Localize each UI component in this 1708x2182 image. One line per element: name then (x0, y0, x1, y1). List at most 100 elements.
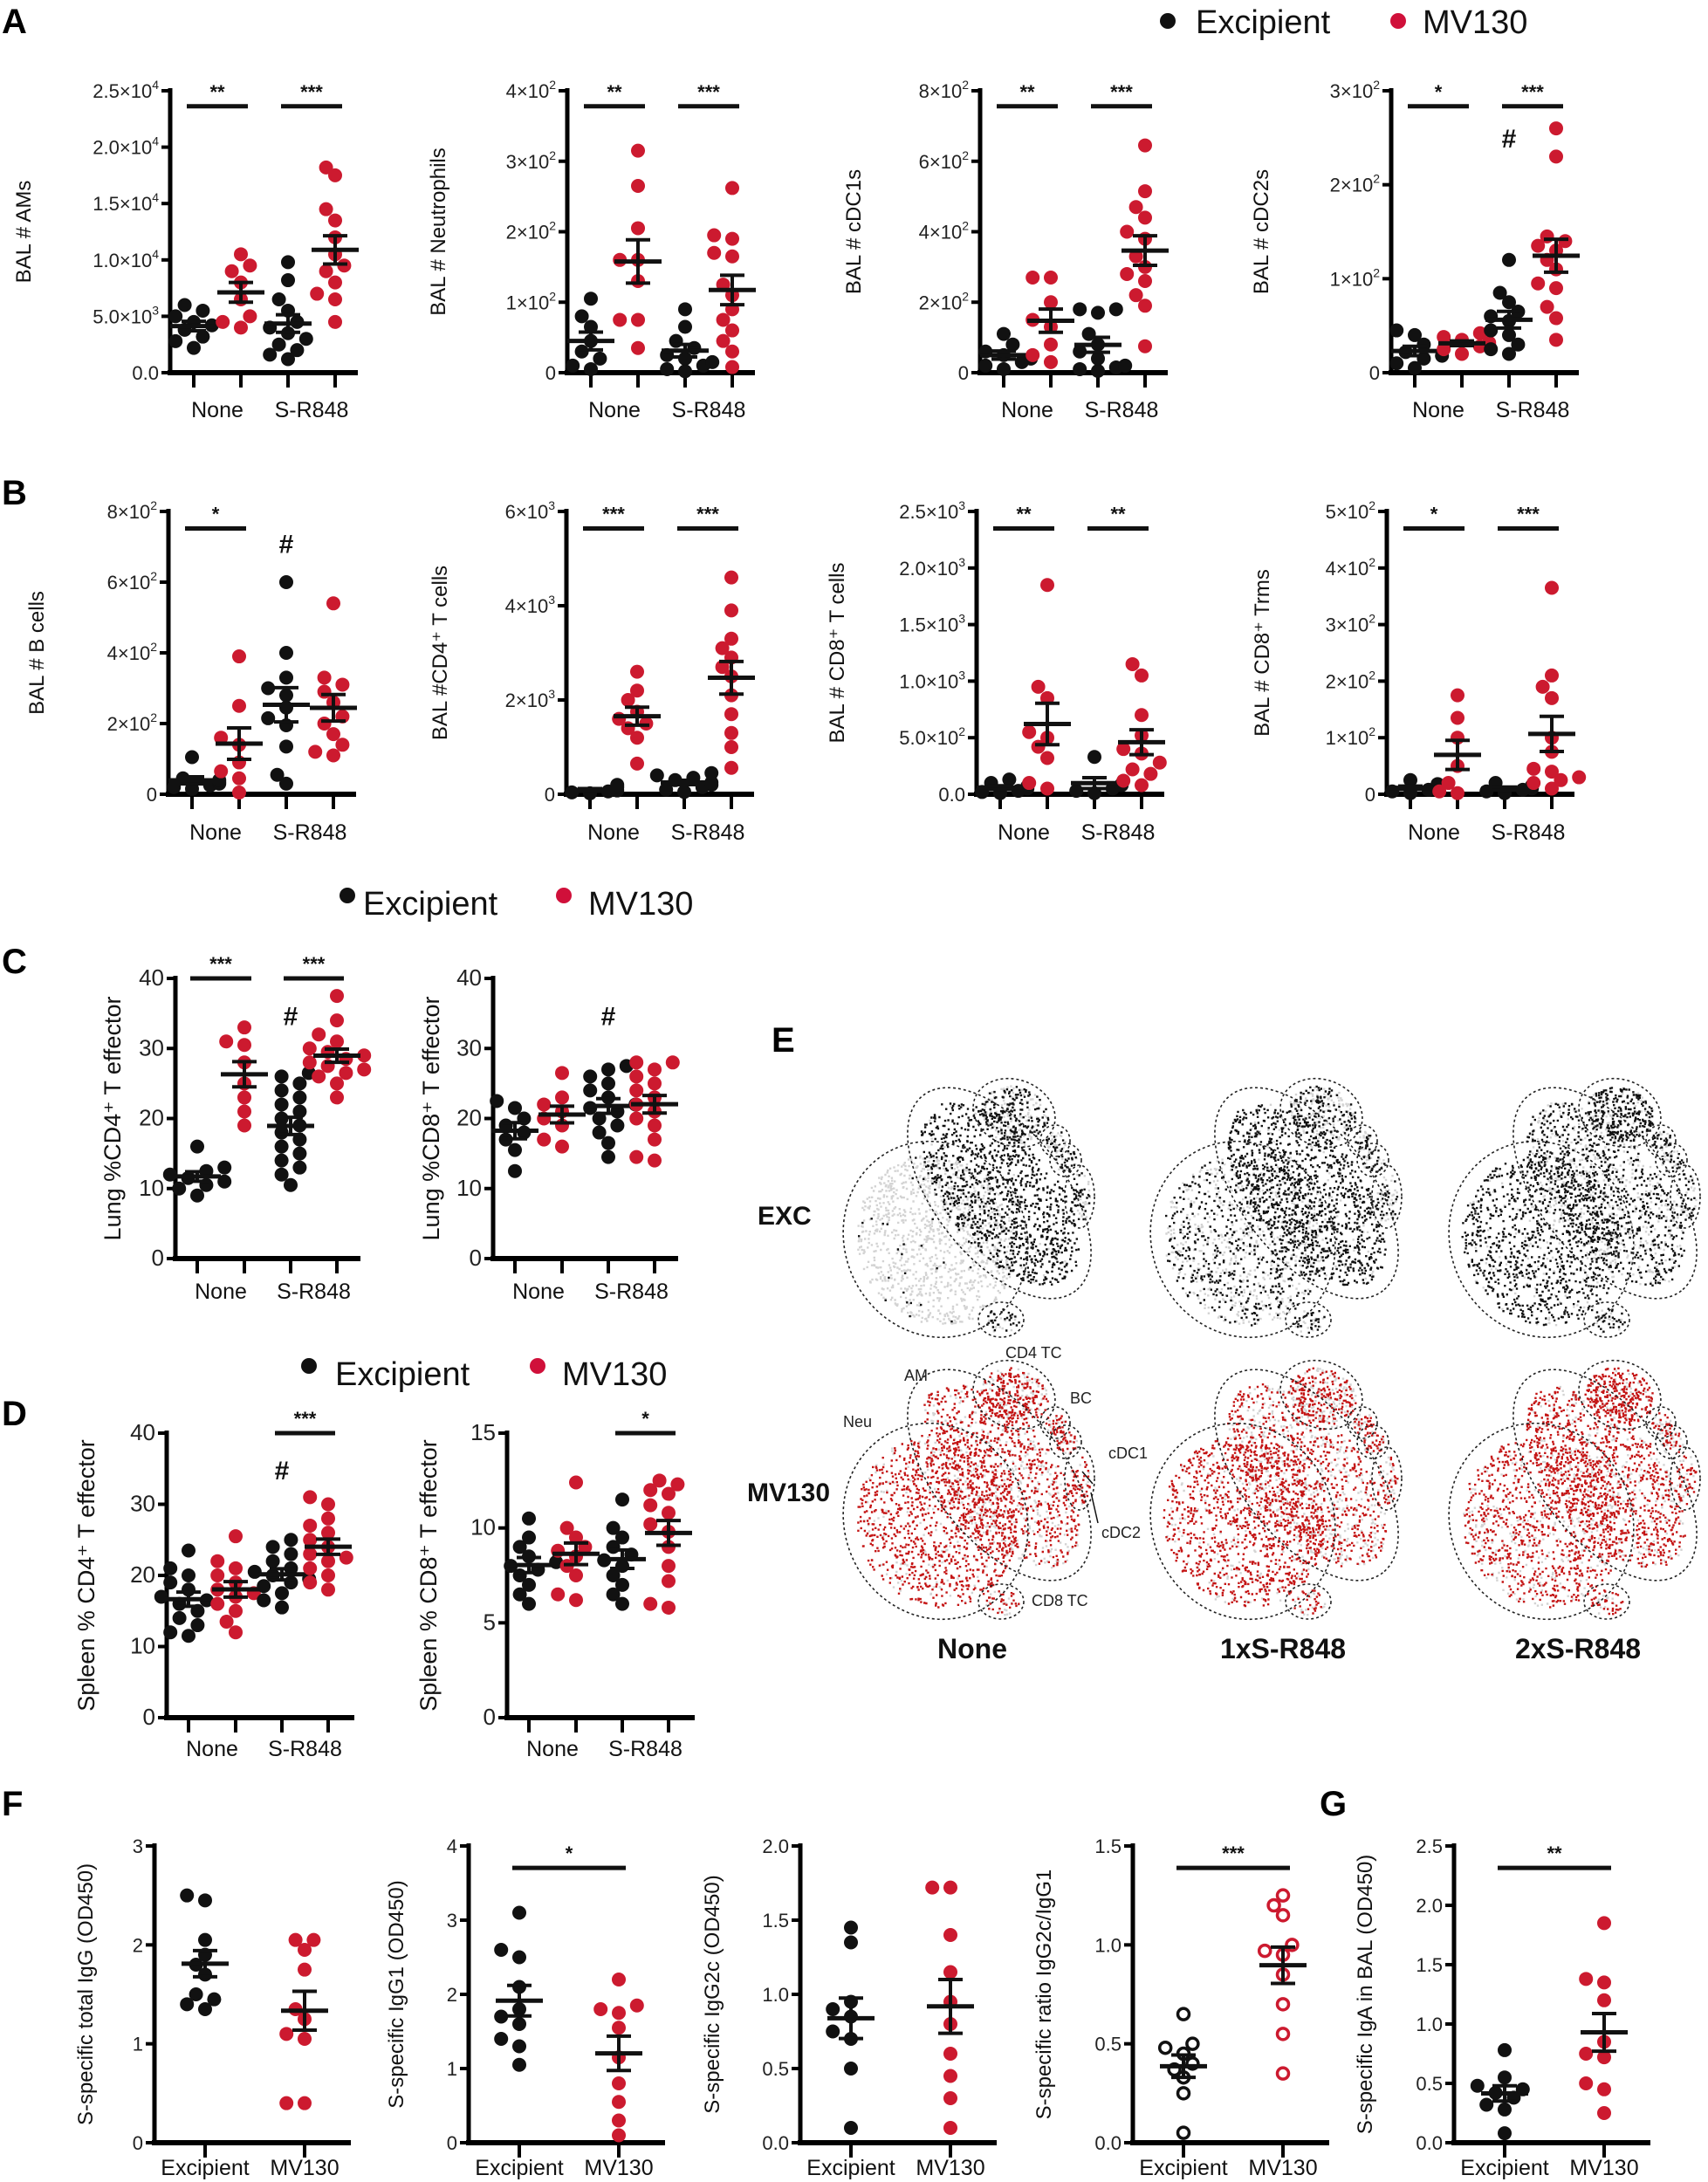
cluster-outline-am (1513, 1087, 1698, 1300)
data-point (1138, 298, 1152, 313)
y-tick-label: 0 (152, 1245, 164, 1271)
cluster-outline-cd4 (1279, 1359, 1363, 1431)
data-point (1128, 249, 1143, 264)
data-point (1451, 786, 1464, 800)
data-point (274, 1069, 289, 1084)
data-point (1526, 776, 1541, 791)
data-point (274, 1167, 289, 1182)
data-point (279, 575, 293, 589)
data-point (643, 1483, 658, 1498)
x-category-label: S-R848 (608, 1737, 683, 1761)
x-category-label: None (191, 398, 244, 422)
data-point (1597, 1916, 1611, 1931)
y-tick-label: 2.5×103 (899, 498, 965, 523)
data-point (330, 1013, 344, 1028)
cluster-outline-neu (1448, 1140, 1635, 1339)
group-excipient-none (168, 298, 219, 355)
data-point (826, 2024, 840, 2039)
group-mv130-none (1432, 688, 1481, 800)
data-point (1125, 762, 1140, 777)
y-tick-label: 4 (447, 1835, 457, 1857)
data-point (232, 698, 246, 713)
panel-label-f: F (2, 1785, 23, 1823)
x-category-label: S-R848 (1492, 820, 1566, 845)
y-axis-label: S-specific IgG2c (OD450) (701, 1875, 724, 2113)
cluster-label-cd8-tc: CD8 TC (1032, 1592, 1088, 1609)
data-point (265, 1540, 280, 1554)
legend-label-mv130: MV130 (588, 886, 693, 923)
group-mv130-none (216, 247, 264, 335)
data-point (195, 329, 210, 344)
cluster-outline-cd8 (977, 1583, 1025, 1620)
data-point (326, 727, 340, 742)
significance-label: *** (696, 503, 719, 525)
data-point (707, 245, 722, 260)
data-point (670, 1477, 685, 1492)
data-point (1492, 285, 1507, 300)
data-point (261, 681, 276, 696)
cluster-outline-cdc2 (1064, 1446, 1095, 1511)
data-point (298, 1962, 312, 1977)
group-excipient-s-r848 (267, 1066, 316, 1192)
data-point (601, 1149, 615, 1164)
data-point (1266, 1897, 1281, 1913)
data-point (569, 1530, 583, 1545)
y-tick-label: 1.5×103 (899, 612, 965, 636)
data-point (1403, 772, 1417, 787)
group-mv130-s-r848 (707, 181, 756, 374)
data-point (303, 1547, 318, 1561)
y-tick-label: 2×102 (919, 289, 970, 313)
cluster-outline-bc (1347, 1406, 1378, 1439)
y-tick-label: 2 (447, 1984, 457, 2006)
tsne-dots-highlighted (1165, 1085, 1399, 1335)
data-point (1470, 2078, 1485, 2093)
data-point (522, 1530, 536, 1545)
data-point (237, 1020, 251, 1035)
data-point (621, 693, 635, 707)
data-point (321, 1554, 335, 1568)
x-category-label: S-R848 (672, 398, 746, 422)
cluster-outline-cdc2 (1670, 1446, 1701, 1511)
cluster-outline-cd8 (1583, 1583, 1630, 1620)
data-point (163, 1625, 178, 1640)
data-point (678, 364, 692, 379)
tsne-dots-background (1165, 1086, 1398, 1333)
data-point (648, 1062, 662, 1077)
data-point (512, 2057, 526, 2072)
cluster-outline-cdc2 (1670, 1164, 1701, 1229)
data-point (1044, 270, 1058, 285)
data-point (303, 1533, 318, 1547)
y-axis-label: BAL #CD4⁺ T cells (429, 566, 452, 740)
y-tick-label: 0 (958, 362, 969, 384)
data-point (308, 744, 323, 759)
data-point (190, 1139, 204, 1154)
group-mv130-mv130 (1257, 1888, 1307, 2081)
y-tick-label: 2 (133, 1934, 143, 1956)
data-point (1138, 339, 1152, 353)
data-point (357, 1048, 372, 1063)
cluster-label-cd4-tc: CD4 TC (1005, 1344, 1062, 1362)
data-point (643, 1596, 658, 1611)
y-tick-label: 30 (456, 1034, 482, 1060)
data-point (1549, 333, 1563, 347)
cluster-label-am: AM (904, 1367, 928, 1384)
x-category-label: S-R848 (268, 1737, 342, 1761)
significance-label: ** (1019, 81, 1035, 103)
significance-label: *** (294, 1408, 317, 1430)
chart-c2: 0 10 20 30 40 Lung %CD8⁺ T effector None S-R848… (418, 964, 680, 1304)
data-point (844, 1920, 858, 1935)
x-category-label: None (189, 820, 242, 845)
tsne-col-label-none: None (937, 1633, 1007, 1664)
data-point (601, 1062, 615, 1077)
legend-dot-mv130 (530, 1358, 545, 1374)
cluster-outline-cd4 (1279, 1077, 1363, 1149)
legend-label-mv130: MV130 (1423, 4, 1527, 41)
data-point (1549, 121, 1563, 136)
group-excipient-none (504, 1511, 564, 1611)
y-axis-label: Lung %CD4⁺ T effector (99, 997, 126, 1241)
data-point (716, 333, 731, 348)
chart-a2: 0 1×102 2×102 3×102 4×102 BAL # Neutrophils No… (427, 78, 756, 422)
group-mv130-s-r848 (302, 989, 372, 1105)
data-point (234, 320, 248, 335)
y-axis-label: Lung %CD8⁺ T effector (418, 997, 444, 1241)
